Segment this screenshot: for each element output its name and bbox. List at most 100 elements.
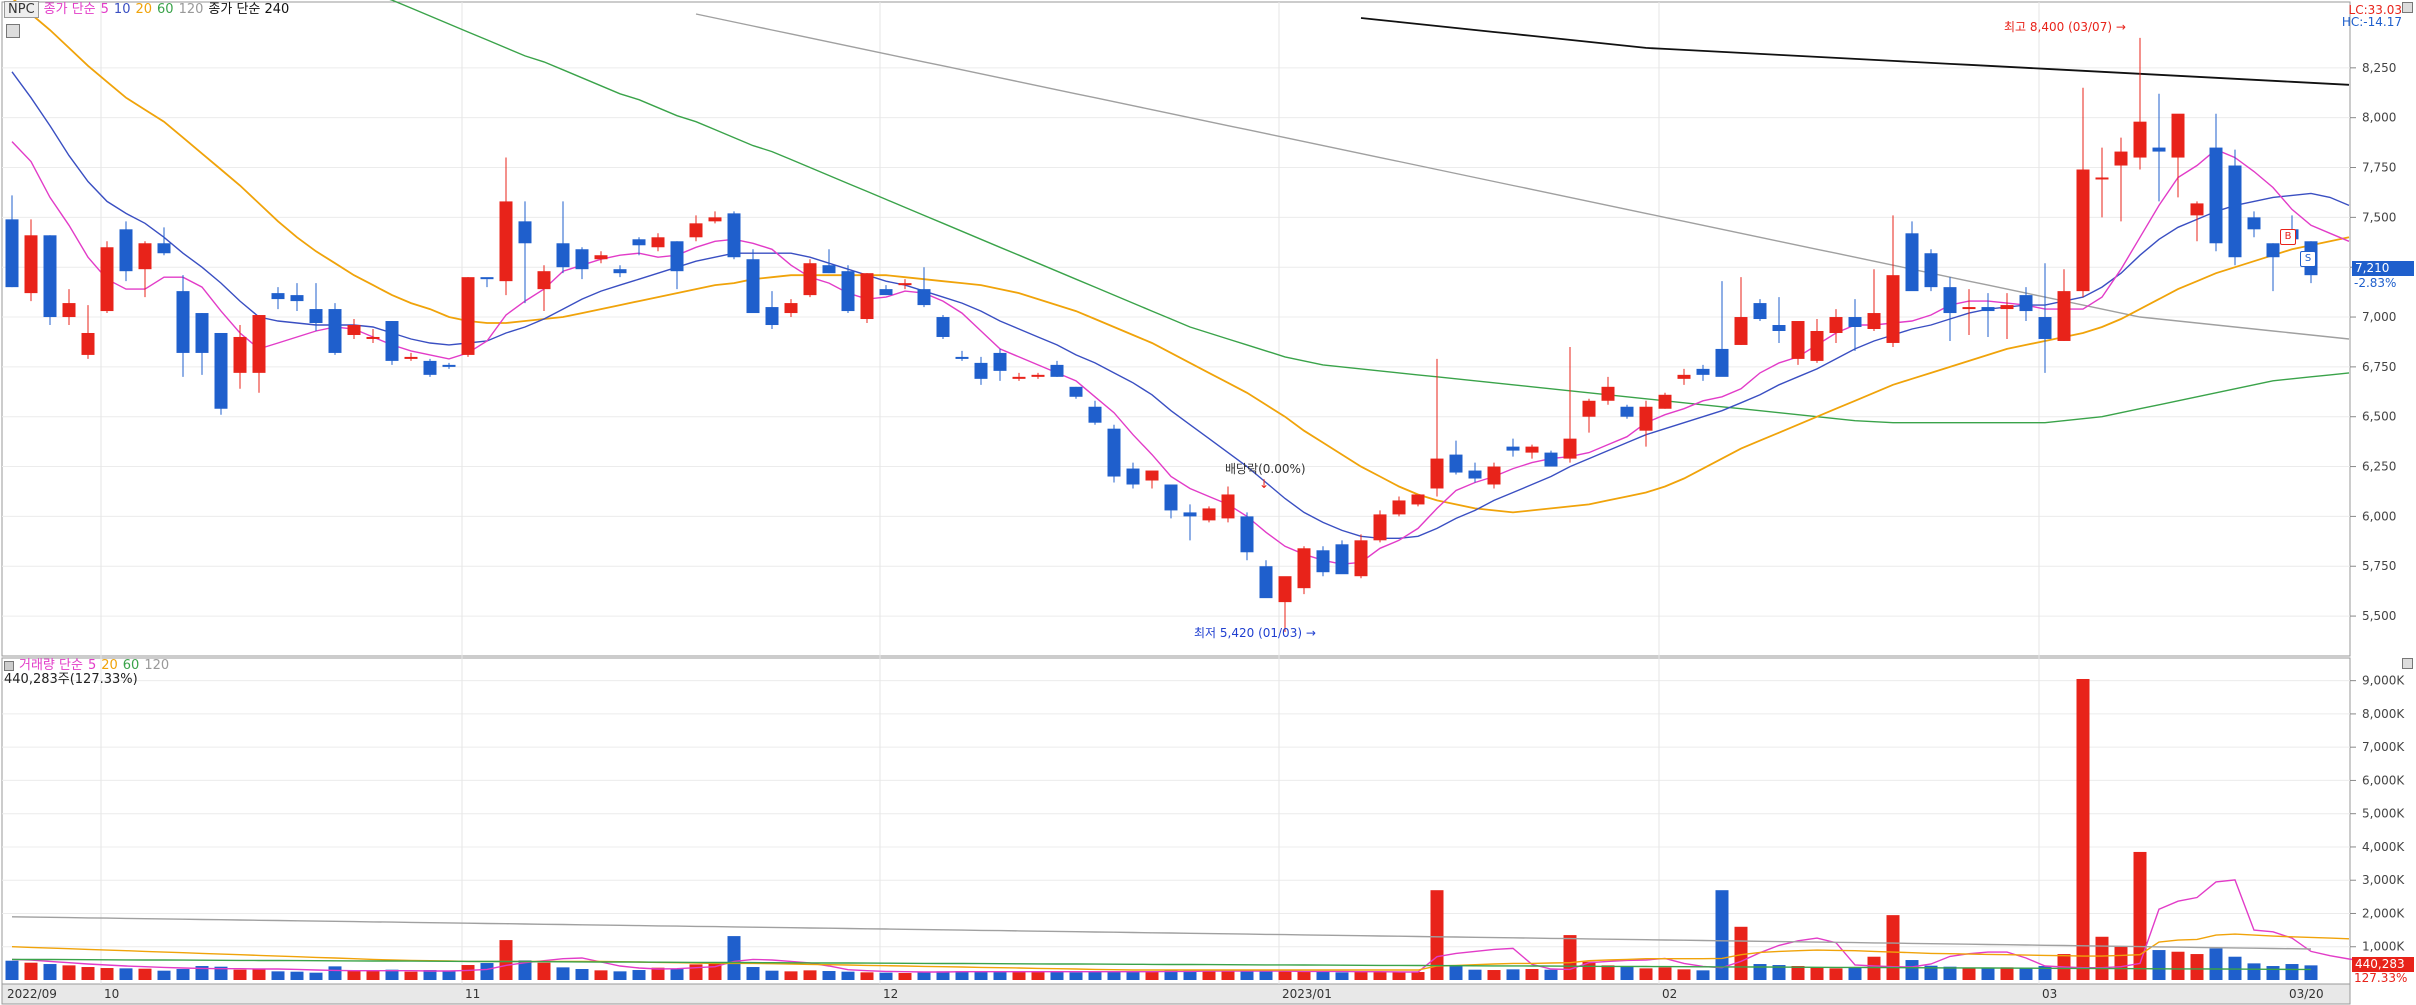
ma-period-10: 10 xyxy=(113,2,131,17)
candle-body xyxy=(100,247,114,312)
high-annotation: 최고 8,400 (03/07) → xyxy=(2004,20,2126,34)
volume-bar xyxy=(1373,972,1387,980)
settings-icon[interactable] xyxy=(6,20,23,39)
volume-bar xyxy=(1677,969,1691,980)
candle-body xyxy=(328,309,342,353)
volume-bar xyxy=(2171,951,2185,980)
candle-body xyxy=(2152,147,2166,152)
volume-bar xyxy=(252,969,266,980)
volume-tick-label: 9,000K xyxy=(2362,674,2405,688)
volume-bar xyxy=(2152,950,2166,980)
candle-body xyxy=(1088,406,1102,423)
candle-body xyxy=(1468,470,1482,479)
candle-body xyxy=(1943,287,1957,314)
lc-label: LC:33.03 xyxy=(2348,3,2402,17)
candle-body xyxy=(1810,330,1824,361)
volume-bar xyxy=(290,971,304,980)
candle-body xyxy=(955,356,969,359)
candle-body xyxy=(1582,400,1596,417)
volume-bar xyxy=(575,969,589,980)
volume-bar xyxy=(499,940,513,980)
candle-body xyxy=(1392,500,1406,515)
volume-panel-collapse-icon[interactable] xyxy=(2402,658,2413,669)
low-annotation: 최저 5,420 (01/03) → xyxy=(1194,626,1316,640)
candle-body xyxy=(1449,454,1463,473)
candle-body xyxy=(157,243,171,254)
right-arrow-icon: → xyxy=(1305,626,1316,640)
volume-bar xyxy=(1145,971,1159,980)
candle-body xyxy=(290,295,304,302)
candle-body xyxy=(1677,374,1691,379)
candle-body xyxy=(2095,177,2109,180)
candle-body xyxy=(594,255,608,260)
candle-body xyxy=(2228,165,2242,258)
candle-body xyxy=(1981,307,1995,312)
volume-panel-border xyxy=(1,657,2351,985)
candle-body xyxy=(1145,470,1159,481)
axis-labels: 5,5005,7506,0006,2506,5006,7507,0007,250… xyxy=(7,61,2405,1001)
volume-bar xyxy=(1088,971,1102,980)
candle-body xyxy=(271,293,285,300)
candle-body xyxy=(803,263,817,296)
candle-body xyxy=(632,239,646,246)
volume-tick-label: 7,000K xyxy=(2362,740,2405,754)
volume-bar xyxy=(936,971,950,980)
volume-bar xyxy=(2114,946,2128,980)
price-legend: NPC 종가 단순 5 10 20 60 120 종가 단순 240 xyxy=(4,1,294,18)
sell-marker[interactable]: S xyxy=(2300,251,2316,267)
candle-body xyxy=(2266,243,2280,258)
date-label: 2023/01 xyxy=(1282,987,1332,1001)
volume-bar xyxy=(1278,971,1292,980)
symbol-box[interactable]: NPC xyxy=(4,1,39,18)
volume-bar xyxy=(1905,960,1919,980)
candle-body xyxy=(1202,508,1216,521)
volume-tick-label: 1,000K xyxy=(2362,940,2405,954)
vol-period-60: 60 xyxy=(122,658,140,673)
candle-body xyxy=(138,243,152,270)
candle-body xyxy=(556,243,570,268)
volume-settings-icon[interactable] xyxy=(4,660,14,671)
price-tick-label: 7,500 xyxy=(2362,210,2396,224)
volume-bar xyxy=(366,971,380,980)
candlesticks xyxy=(5,37,2318,633)
volume-bar xyxy=(1734,926,1748,980)
candle-body xyxy=(2133,121,2147,158)
price-tick-label: 8,000 xyxy=(2362,111,2396,125)
volume-bar xyxy=(480,963,494,980)
volume-bar xyxy=(841,971,855,980)
candle-body xyxy=(1506,446,1520,451)
candle-body xyxy=(385,321,399,361)
volume-bar xyxy=(2285,964,2299,980)
volume-bar xyxy=(1126,972,1140,980)
volume-tick-label: 3,000K xyxy=(2362,873,2405,887)
volume-bar xyxy=(1563,935,1577,980)
candle-body xyxy=(2038,317,2052,339)
volume-legend: 거래량 단순 5 20 60 120 xyxy=(4,658,174,674)
candle-body xyxy=(1753,303,1767,320)
candle-body xyxy=(727,213,741,258)
candle-body xyxy=(1373,514,1387,541)
price-tick-label: 5,500 xyxy=(2362,609,2396,623)
price-tick-label: 6,000 xyxy=(2362,509,2396,523)
volume-bar xyxy=(955,971,969,980)
candle-body xyxy=(2114,151,2128,166)
candle-body xyxy=(822,265,836,274)
candle-body xyxy=(62,303,76,318)
volume-bar xyxy=(1221,971,1235,980)
price-panel-collapse-icon[interactable] xyxy=(2402,2,2413,13)
volume-bar xyxy=(613,971,627,980)
candle-body xyxy=(1715,348,1729,377)
volume-bar xyxy=(765,970,779,980)
candle-body xyxy=(1183,512,1197,517)
volume-bar xyxy=(119,968,133,980)
volume-bar xyxy=(1639,968,1653,980)
candle-body xyxy=(993,352,1007,371)
candle-body xyxy=(119,229,133,272)
volume-bar xyxy=(1544,969,1558,980)
volume-bar xyxy=(1354,971,1368,980)
buy-marker[interactable]: B xyxy=(2280,229,2296,245)
volume-bar xyxy=(1487,970,1501,980)
vol-period-120: 120 xyxy=(144,658,170,673)
